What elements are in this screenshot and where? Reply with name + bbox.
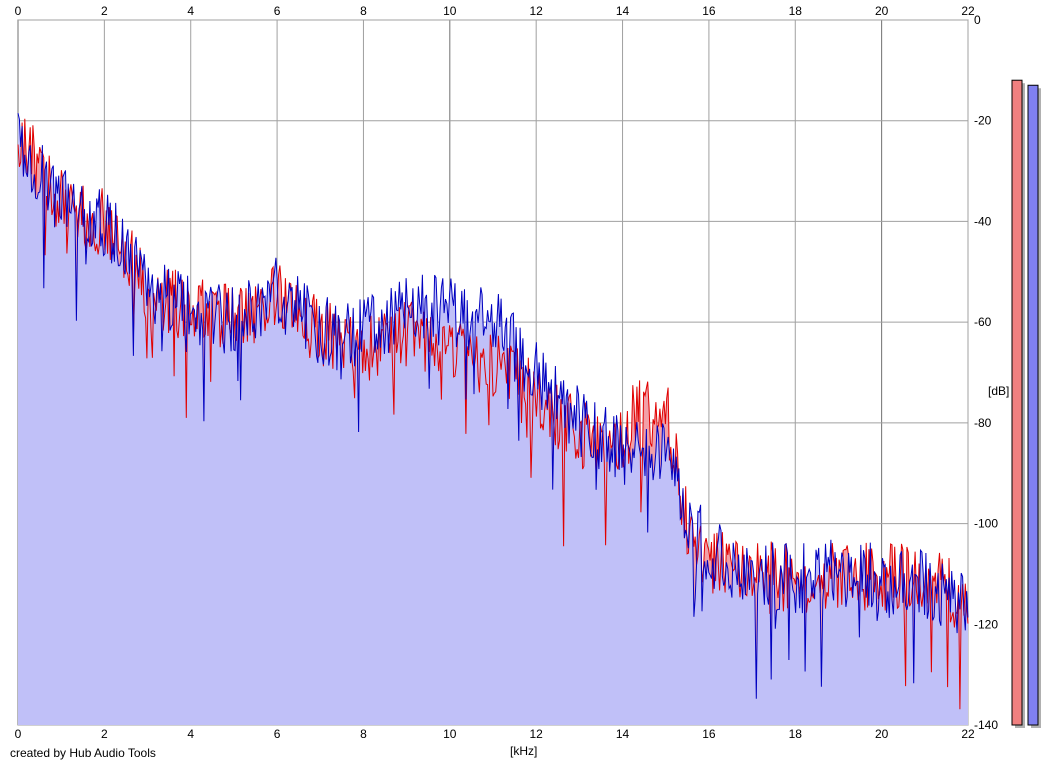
x-tick-label-top: 18: [789, 4, 803, 18]
x-tick-label-bottom: 2: [101, 727, 108, 741]
x-tick-label-bottom: 22: [961, 727, 975, 741]
x-axis-unit: [kHz]: [510, 744, 538, 758]
level-meter-bar: [1027, 84, 1039, 726]
y-tick-label: -40: [974, 214, 992, 228]
x-tick-label-top: 0: [15, 4, 22, 18]
credit-text: created by Hub Audio Tools: [10, 746, 156, 760]
x-tick-label-bottom: 8: [360, 727, 367, 741]
x-tick-label-bottom: 14: [616, 727, 630, 741]
x-tick-label-bottom: 10: [443, 727, 457, 741]
series-layer: [17, 112, 969, 726]
x-tick-label-bottom: 12: [530, 727, 544, 741]
x-tick-label-top: 2: [101, 4, 108, 18]
level-meter-bar: [1011, 79, 1023, 726]
x-tick-label-top: 20: [875, 4, 889, 18]
x-tick-label-top: 22: [961, 4, 975, 18]
y-axis-unit: [dB]: [988, 384, 1010, 398]
series-1-line: [17, 118, 969, 710]
x-tick-label-bottom: 0: [15, 727, 22, 741]
x-tick-label-bottom: 20: [875, 727, 889, 741]
x-tick-label-top: 14: [616, 4, 630, 18]
x-tick-label-top: 4: [187, 4, 194, 18]
y-tick-label: 0: [974, 13, 981, 27]
x-tick-label-bottom: 16: [702, 727, 716, 741]
x-tick-label-bottom: 4: [187, 727, 194, 741]
x-tick-label-top: 8: [360, 4, 367, 18]
x-tick-label-bottom: 6: [274, 727, 281, 741]
x-tick-label-top: 6: [274, 4, 281, 18]
y-tick-label: -80: [974, 416, 992, 430]
y-tick-label: -60: [974, 315, 992, 329]
x-tick-label-top: 10: [443, 4, 457, 18]
axis-ticks: 002244668810101212141416161818202022220-…: [15, 4, 999, 741]
y-tick-label: -140: [974, 718, 998, 732]
x-tick-label-top: 16: [702, 4, 716, 18]
y-tick-label: -100: [974, 517, 998, 531]
y-tick-label: -20: [974, 114, 992, 128]
series-2-area: [18, 113, 968, 726]
series-2-line: [17, 112, 969, 699]
x-tick-label-bottom: 18: [789, 727, 803, 741]
level-meters: [1011, 79, 1041, 728]
y-tick-label: -120: [974, 617, 998, 631]
x-tick-label-top: 12: [530, 4, 544, 18]
